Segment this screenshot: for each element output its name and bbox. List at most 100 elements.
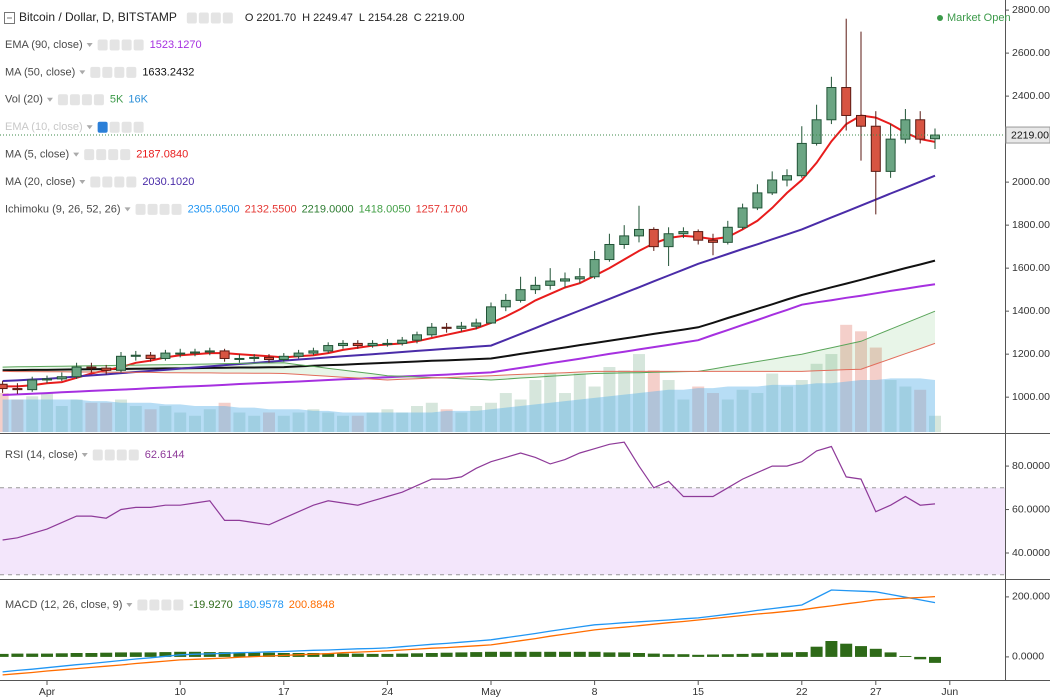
legend-name: EMA (10, close): [5, 121, 83, 133]
histogram-bar: [514, 651, 527, 657]
legend-icon[interactable]: [90, 176, 101, 188]
legend-icon[interactable]: [186, 12, 197, 24]
y-tick-label: 1000.00: [1012, 391, 1050, 403]
x-tick-label: May: [481, 686, 502, 698]
legend-icon[interactable]: [173, 599, 184, 611]
legend-icon[interactable]: [121, 39, 132, 51]
histogram-bar: [929, 656, 941, 663]
volume-bar: [692, 386, 705, 432]
legend-icon[interactable]: [97, 39, 108, 51]
ohlc-value: 2249.47: [313, 12, 353, 24]
legend-icon[interactable]: [126, 66, 137, 78]
legend-icon[interactable]: [116, 449, 127, 461]
legend-icon[interactable]: [108, 149, 119, 161]
histogram-bar: [11, 653, 24, 657]
legend-icon[interactable]: [102, 66, 113, 78]
volume-bar: [337, 415, 349, 432]
legend-icon[interactable]: [109, 39, 120, 51]
legend-caret[interactable]: [79, 180, 86, 184]
histogram-bar: [707, 654, 719, 657]
legend-icon[interactable]: [81, 94, 92, 106]
legend-caret[interactable]: [46, 97, 53, 102]
legend-icon[interactable]: [121, 121, 132, 133]
legend-icon[interactable]: [137, 599, 148, 611]
legend-icon[interactable]: [159, 203, 170, 215]
legend-caret[interactable]: [81, 453, 88, 457]
histogram-bar: [159, 652, 172, 657]
candle-body: [648, 228, 659, 248]
legend-icon[interactable]: [96, 149, 107, 161]
candle-body: [826, 87, 837, 121]
volume-bar: [840, 324, 853, 432]
legend-caret[interactable]: [124, 207, 131, 212]
histogram-bar: [41, 653, 53, 657]
volume-bar: [485, 402, 497, 432]
volume-bar: [573, 373, 586, 432]
legend-icon[interactable]: [126, 176, 137, 188]
rsi-band: [0, 487, 1005, 575]
legend-icon[interactable]: [147, 203, 158, 215]
candle-body: [915, 119, 926, 140]
line: [2, 595, 936, 676]
legend-icon[interactable]: [198, 12, 209, 24]
legend-icon[interactable]: [104, 449, 115, 461]
legend-caret[interactable]: [73, 152, 80, 157]
histogram-bar: [470, 652, 483, 657]
legend-icon[interactable]: [222, 12, 233, 24]
legend-caret[interactable]: [79, 70, 86, 75]
candle-body: [856, 114, 866, 127]
legend-icon[interactable]: [114, 176, 125, 188]
ohlc-value: 2154.28: [368, 12, 408, 24]
volume-bar: [26, 396, 39, 432]
histogram-bar: [218, 652, 231, 657]
volume-bar: [307, 409, 320, 432]
legend-icon[interactable]: [97, 121, 108, 133]
legend-caret[interactable]: [126, 603, 133, 607]
line: [2, 259, 936, 372]
volume-bar: [751, 393, 764, 432]
histogram-bar: [573, 651, 586, 657]
volume-bar: [647, 370, 660, 432]
ohlc-value: 2219.00: [425, 12, 465, 24]
legend-icon[interactable]: [135, 203, 146, 215]
legend-value: 2132.5500: [245, 203, 297, 215]
histogram-bar: [781, 652, 793, 657]
histogram-bar: [55, 653, 68, 657]
legend-value: 1523.1270: [150, 39, 202, 51]
legend-icon[interactable]: [109, 121, 120, 133]
candle-body: [560, 278, 570, 282]
candle-body: [782, 175, 792, 181]
legend-icon[interactable]: [90, 66, 101, 78]
y-tick-label: 1800.00: [1012, 219, 1050, 231]
legend-icon[interactable]: [161, 599, 172, 611]
legend-icon[interactable]: [120, 149, 131, 161]
legend-icon[interactable]: [92, 449, 103, 461]
histogram-bar: [115, 652, 127, 657]
legend-icon[interactable]: [128, 449, 139, 461]
legend-icon[interactable]: [133, 39, 144, 51]
legend-icon[interactable]: [210, 12, 221, 24]
collapse-icon[interactable]: [4, 12, 15, 24]
histogram-bar: [795, 652, 808, 657]
candle-body: [634, 228, 644, 237]
histogram-bar: [559, 651, 571, 657]
legend-name: MA (5, close): [5, 149, 69, 161]
histogram-bar: [0, 653, 9, 657]
legend-icon[interactable]: [93, 94, 104, 106]
legend-icon[interactable]: [171, 203, 182, 215]
candle-body: [471, 322, 482, 327]
legend-icon[interactable]: [84, 149, 95, 161]
legend-icon[interactable]: [114, 66, 125, 78]
legend-icon[interactable]: [69, 94, 80, 106]
volume-bar: [781, 386, 793, 432]
legend-value: -19.9270: [189, 599, 232, 611]
panel: [0, 441, 1005, 576]
volume-bar: [914, 389, 927, 432]
legend-icon[interactable]: [57, 94, 68, 106]
legend-icon[interactable]: [149, 599, 160, 611]
legend-caret[interactable]: [86, 43, 93, 47]
legend-icon[interactable]: [102, 176, 113, 188]
legend-icon[interactable]: [133, 121, 144, 133]
legend-caret[interactable]: [86, 125, 93, 130]
volume-bar: [11, 399, 24, 432]
